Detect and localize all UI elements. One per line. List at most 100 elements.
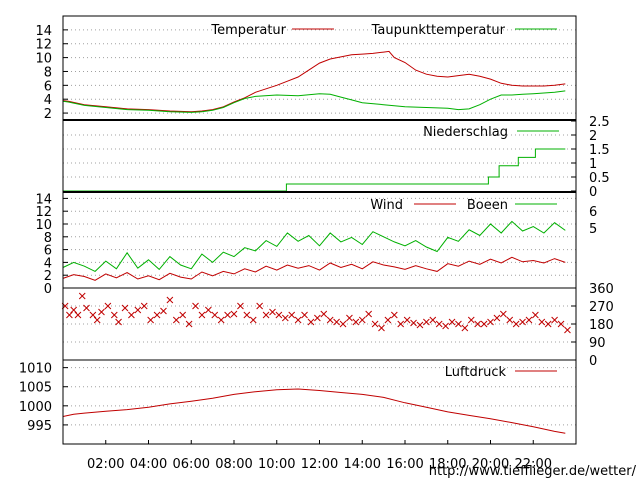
- wind-direction-point: [538, 318, 546, 326]
- x-tick-label: 08:00: [215, 457, 252, 472]
- wind-direction-point: [166, 296, 174, 304]
- temperature-ytick-label: 14: [35, 24, 52, 39]
- x-tick-label: 22:00: [515, 457, 552, 472]
- wind-direction-point: [525, 316, 533, 324]
- wind-direction-point: [326, 316, 334, 324]
- x-tick-label: 16:00: [386, 457, 423, 472]
- temperature-series-1: [62, 50, 566, 113]
- x-tick-label: 20:00: [472, 457, 509, 472]
- wind-right-label: 6: [589, 205, 597, 220]
- wind-direction-point: [346, 314, 353, 322]
- wind-direction-point: [564, 326, 571, 334]
- wind-direction-point: [281, 314, 289, 322]
- precipitation-ytick-label: 1: [589, 157, 597, 172]
- wind-direction-point: [172, 316, 180, 324]
- wind-direction-point: [230, 310, 238, 318]
- wind-direction-point: [262, 311, 270, 319]
- plot-frame: [62, 15, 577, 445]
- pressure-series-1: [62, 388, 566, 434]
- wind-direction-point: [339, 320, 347, 328]
- wind-direction-point: [147, 316, 154, 324]
- wind-direction-point: [416, 321, 424, 329]
- wind-direction-point: [512, 320, 520, 328]
- x-tick-label: 18:00: [429, 457, 466, 472]
- temperature-ytick-label: 12: [35, 38, 52, 53]
- wind-direction-point: [115, 318, 122, 326]
- wind-direction-point: [198, 311, 206, 319]
- wind-direction-point: [269, 308, 276, 316]
- pressure-ytick-label: 1010: [19, 362, 52, 377]
- wind-direction-point: [66, 311, 73, 319]
- wind-series-2: [62, 220, 566, 273]
- temperature-series-2: [62, 90, 566, 113]
- wind-ytick-label: 10: [35, 218, 52, 233]
- wind-direction-point: [134, 306, 142, 314]
- wind-ytick-label: 14: [35, 192, 52, 207]
- x-tick-label: 02:00: [87, 457, 124, 472]
- wind-direction-point: [557, 320, 565, 328]
- pressure-ytick-label: 1000: [19, 400, 52, 415]
- wind-direction-point: [365, 310, 373, 318]
- precipitation-ytick-label: 0: [589, 185, 597, 200]
- wind-direction-point: [378, 324, 385, 332]
- wind-direction-point: [74, 311, 82, 319]
- wind-direction-ytick-label: 360: [589, 282, 614, 297]
- wind-direction-point: [83, 304, 90, 312]
- wind-direction-point: [204, 306, 212, 314]
- wind-direction-ytick-label: 0: [589, 354, 597, 369]
- wind-direction-point: [140, 302, 148, 310]
- wind-ytick-label: 8: [44, 231, 52, 246]
- wind-direction-point: [192, 302, 199, 310]
- wind-direction-point: [211, 311, 219, 319]
- wind-direction-point: [467, 316, 475, 324]
- temperature-ytick-label: 4: [44, 93, 52, 108]
- wind-direction-point: [70, 306, 78, 314]
- wind-legend-label: Boeen: [467, 198, 508, 213]
- wind-direction-ytick-label: 90: [589, 336, 606, 351]
- wind-direction-point: [256, 302, 264, 310]
- wind-direction-point: [410, 319, 417, 327]
- precipitation-ytick-label: 2.5: [589, 115, 610, 130]
- wind-direction-point: [480, 320, 488, 328]
- wind-direction-point: [358, 316, 366, 324]
- wind-ytick-label: 2: [44, 269, 52, 284]
- wind-direction-point: [429, 316, 437, 324]
- wind-direction-point: [333, 318, 340, 326]
- wind-direction-point: [532, 311, 539, 319]
- wind-direction-point: [397, 320, 405, 328]
- wind-direction-point: [275, 311, 283, 319]
- wind-direction-point: [243, 311, 251, 319]
- wind-series-1: [62, 256, 566, 281]
- wind-direction-point: [78, 292, 86, 300]
- x-tick-label: 12:00: [301, 457, 338, 472]
- pressure-ytick-label: 995: [27, 419, 52, 434]
- wind-direction-point: [307, 318, 315, 326]
- footer-url: http://www.tiefflieger.de/wetter/: [429, 464, 637, 479]
- wind-direction-point: [442, 322, 449, 330]
- temperature-ytick-label: 8: [44, 65, 52, 80]
- wind-direction-point: [435, 320, 443, 328]
- wind-direction-point: [474, 320, 482, 328]
- pressure-legend-label: Luftdruck: [445, 365, 507, 380]
- precipitation-ytick-label: 0.5: [589, 171, 610, 186]
- wind-direction-point: [110, 311, 118, 319]
- wind-direction-point: [423, 318, 430, 326]
- wind-direction-point: [237, 302, 244, 310]
- wind-ytick-label: 12: [35, 205, 52, 220]
- precipitation-ytick-label: 1.5: [589, 143, 610, 158]
- temperature-ytick-label: 2: [44, 107, 52, 122]
- wind-direction-point: [390, 311, 398, 319]
- wind-direction-point: [455, 320, 462, 328]
- x-tick-label: 06:00: [173, 457, 210, 472]
- x-tick-label: 10:00: [258, 457, 295, 472]
- precipitation-series-1: [63, 148, 566, 192]
- wind-direction-point: [160, 307, 167, 315]
- wind-direction-point: [121, 304, 129, 312]
- wind-direction-point: [294, 316, 302, 324]
- wind-direction-point: [493, 314, 501, 322]
- x-tick-label: 04:00: [130, 457, 167, 472]
- wind-direction-point: [352, 318, 360, 326]
- wind-direction-point: [128, 311, 135, 319]
